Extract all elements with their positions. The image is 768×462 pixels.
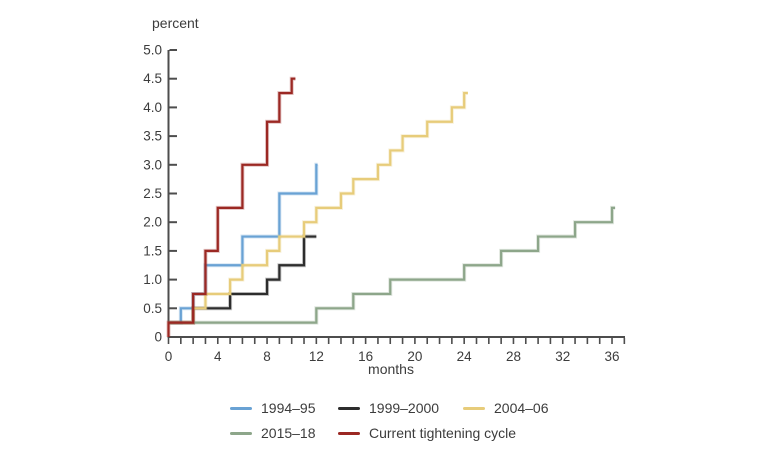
legend-label: 1994–95 (261, 400, 316, 416)
legend-label: 2015–18 (261, 425, 316, 441)
series-line-0 (168, 163, 318, 324)
legend-label: 1999–2000 (369, 400, 440, 416)
legend-swatch (463, 407, 485, 410)
series-line-4 (167, 77, 296, 337)
x-tick-label: 4 (214, 349, 222, 364)
legend-swatch (230, 407, 252, 410)
y-axis-unit-label: percent (152, 15, 199, 31)
y-tick-label: 3.0 (143, 157, 162, 172)
y-tick-label: 2.5 (143, 186, 162, 201)
x-tick-label: 36 (605, 349, 620, 364)
legend-label: 2004–06 (494, 400, 549, 416)
legend-item-2004-06: 2004–06 (463, 400, 549, 416)
y-tick-label: 5.0 (143, 43, 162, 58)
chart-canvas: 0 0.5 1.0 1.5 2.0 2.5 3.0 3.5 4.0 4.5 5.0 0 4 8 12 16 20… (143, 43, 626, 364)
x-tick-label: 16 (358, 349, 373, 364)
y-tick-label: 2.0 (143, 215, 162, 230)
y-tick-label: 4.5 (143, 71, 162, 86)
y-tick-label: 0.5 (143, 301, 162, 316)
legend-swatch (230, 432, 252, 435)
y-tick-label: 0 (154, 330, 162, 345)
x-tick-label: 0 (165, 349, 173, 364)
legend-swatch (338, 432, 360, 435)
x-axis-label: months (368, 361, 414, 377)
x-tick-label: 8 (263, 349, 271, 364)
legend-item-2015-18: 2015–18 (230, 425, 316, 441)
series-line-3 (168, 206, 616, 324)
x-tick-label: 28 (506, 349, 521, 364)
y-tick-label: 4.0 (143, 100, 162, 115)
x-tick-label: 32 (555, 349, 570, 364)
legend-label: Current tightening cycle (369, 425, 517, 441)
legend-item-current-cycle: Current tightening cycle (338, 425, 517, 441)
x-tick-label: 20 (407, 349, 422, 364)
y-tick-label: 1.0 (143, 272, 162, 287)
x-tick-label: 24 (457, 349, 473, 364)
y-tick-label: 1.5 (143, 243, 162, 258)
x-tick-label: 12 (309, 349, 324, 364)
series-line-2 (168, 91, 468, 324)
legend-swatch (338, 407, 360, 410)
legend-item-1999-2000: 1999–2000 (338, 400, 440, 416)
legend-item-1994-95: 1994–95 (230, 400, 316, 416)
y-tick-label: 3.5 (143, 129, 162, 144)
